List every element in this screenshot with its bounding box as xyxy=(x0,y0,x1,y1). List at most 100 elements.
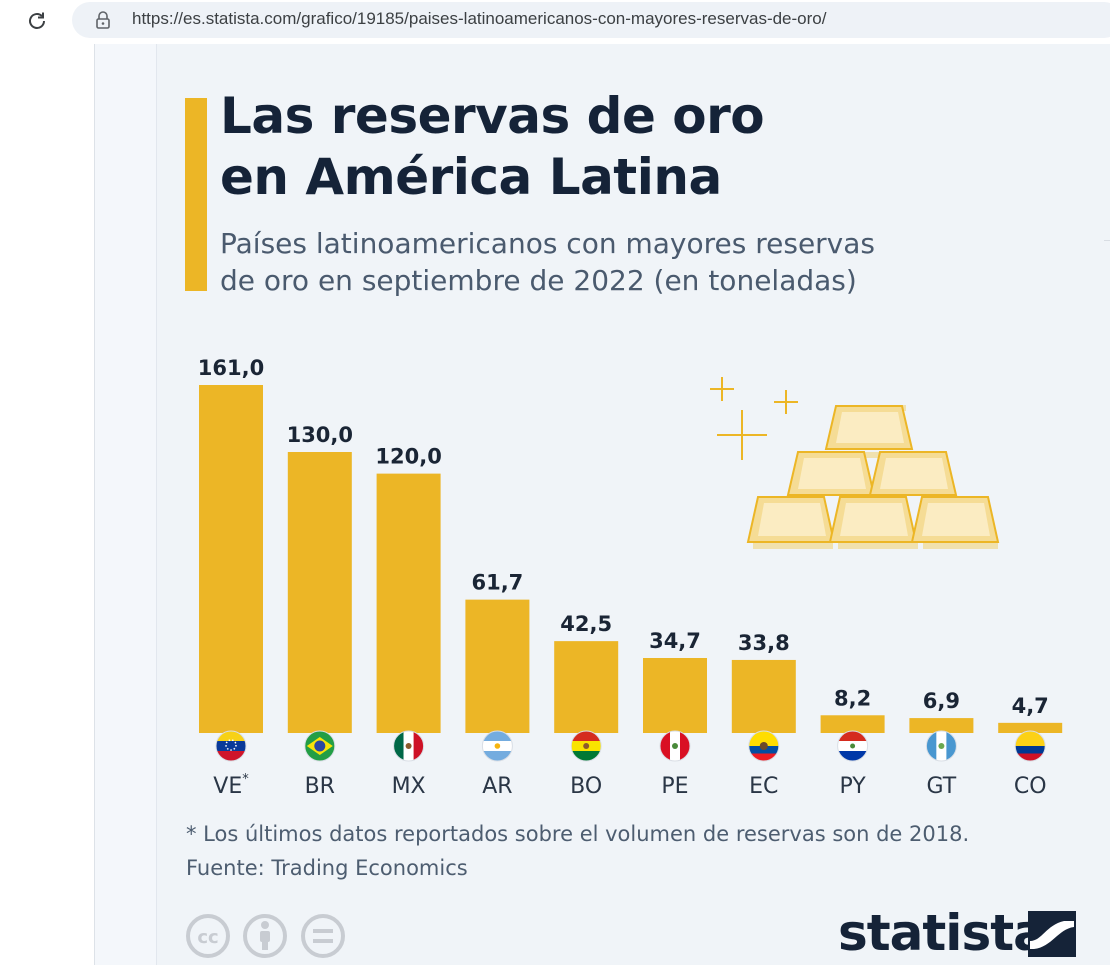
flag-border xyxy=(393,730,425,762)
svg-text:cc: cc xyxy=(197,927,218,948)
value-label: 120,0 xyxy=(375,445,441,469)
subtitle-line: Países latinoamericanos con mayores rese… xyxy=(220,227,875,260)
title-line: Las reservas de oro xyxy=(220,87,765,145)
bars-group: 161,0 VE* 130,0 BR 120,0 MX 61,7 AR 42,5 BO 34,7 PE… xyxy=(198,356,1063,799)
flag-stripe xyxy=(837,731,868,741)
category-label: MX xyxy=(392,774,426,799)
value-label: 42,5 xyxy=(560,612,612,636)
category-label: PY xyxy=(839,774,866,799)
flag-body xyxy=(216,731,246,761)
flag-stars xyxy=(225,739,237,751)
sparkle-icon xyxy=(710,377,798,460)
flag-stripe xyxy=(926,731,937,761)
category-label: BO xyxy=(570,774,602,799)
flag-body xyxy=(393,731,424,761)
argentina-flag-icon xyxy=(481,730,513,762)
license-icons: cc xyxy=(186,914,345,958)
venezuela-flag-icon xyxy=(215,730,247,762)
browser-toolbar: https://es.statista.com/grafico/19185/pa… xyxy=(0,0,1110,44)
flag-sun xyxy=(494,743,501,749)
flag-border xyxy=(304,730,336,762)
footnote: * Los últimos datos reportados sobre el … xyxy=(186,822,970,846)
value-label: 161,0 xyxy=(198,356,264,380)
flag-emblem xyxy=(405,743,412,749)
bar xyxy=(465,599,530,733)
flag-body xyxy=(304,731,335,761)
flag-stripe xyxy=(660,731,670,761)
subtitle-line: de oro en septiembre de 2022 (en tonelad… xyxy=(220,264,857,297)
bar xyxy=(643,657,707,733)
flag-border xyxy=(748,730,780,762)
flag-stripe xyxy=(837,751,868,761)
value-label: 130,0 xyxy=(287,423,353,447)
category-label: GT xyxy=(927,774,957,799)
reload-icon[interactable] xyxy=(25,9,49,33)
flag-stripe xyxy=(1015,731,1046,746)
page-margin xyxy=(0,44,94,965)
ecuador-flag-icon xyxy=(748,730,780,762)
attribution-icon[interactable] xyxy=(243,914,287,958)
chart-title: Las reservas de oro en América Latina xyxy=(220,86,765,208)
flag-body xyxy=(571,731,602,761)
flag-border xyxy=(481,730,513,762)
mexico-flag-icon xyxy=(393,730,425,762)
flag-body xyxy=(748,731,779,761)
no-derivatives-icon[interactable] xyxy=(301,914,345,958)
flag-body xyxy=(1015,731,1046,761)
flag-body xyxy=(926,731,957,761)
chart-subtitle: Países latinoamericanos con mayores rese… xyxy=(220,225,875,299)
flag-border xyxy=(1014,730,1046,762)
flag-stripe xyxy=(748,731,779,746)
value-label: 6,9 xyxy=(923,689,960,713)
address-bar[interactable] xyxy=(72,2,1110,38)
url-text[interactable]: https://es.statista.com/grafico/19185/pa… xyxy=(132,9,827,28)
value-label: 4,7 xyxy=(1012,694,1049,718)
category-label: PE xyxy=(661,774,688,799)
flag-stripe xyxy=(748,753,779,761)
bolivia-flag-icon xyxy=(570,730,602,762)
peru-flag-icon xyxy=(659,730,691,762)
flag-body xyxy=(482,731,513,761)
flag-stripe xyxy=(946,731,957,761)
gold-bar-stack-icon xyxy=(746,405,1000,549)
category-label: BR xyxy=(305,774,335,799)
flag-stripe xyxy=(571,731,602,741)
flag-stripe xyxy=(393,731,404,761)
category-label: AR xyxy=(482,774,512,799)
flag-border xyxy=(215,730,247,762)
cc-icon[interactable]: cc xyxy=(186,914,230,958)
guatemala-flag-icon xyxy=(925,730,957,762)
source-note: Fuente: Trading Economics xyxy=(186,856,468,880)
bar xyxy=(820,715,885,733)
title-accent-bar xyxy=(185,98,207,291)
statista-logo[interactable]: statista xyxy=(838,904,1047,962)
category-footnote-mark: * xyxy=(242,772,249,787)
value-label: 34,7 xyxy=(649,629,701,653)
bar xyxy=(731,659,796,733)
lock-icon[interactable] xyxy=(94,10,112,30)
flag-border xyxy=(570,730,602,762)
bar xyxy=(554,641,619,733)
flag-body xyxy=(660,731,690,761)
flag-emblem xyxy=(938,743,945,749)
scroll-tick xyxy=(1104,240,1110,241)
value-label: 8,2 xyxy=(834,686,871,710)
flag-stripe xyxy=(571,751,602,761)
flag-border xyxy=(837,730,869,762)
bar xyxy=(376,473,441,733)
statista-logo-icon[interactable] xyxy=(1028,911,1076,957)
flag-stripe xyxy=(482,731,513,741)
category-label: VE* xyxy=(213,772,249,799)
flag-globe xyxy=(314,740,326,752)
value-label: 61,7 xyxy=(471,571,523,595)
flag-stripe xyxy=(216,731,246,741)
flag-stripe xyxy=(216,741,246,751)
flag-emblem xyxy=(583,743,590,749)
bar xyxy=(199,385,263,733)
gold-bars-illustration xyxy=(710,377,1000,549)
flag-stripe xyxy=(482,751,513,761)
flag-body xyxy=(837,731,868,761)
value-label: 33,8 xyxy=(738,631,790,655)
bar xyxy=(909,718,974,733)
